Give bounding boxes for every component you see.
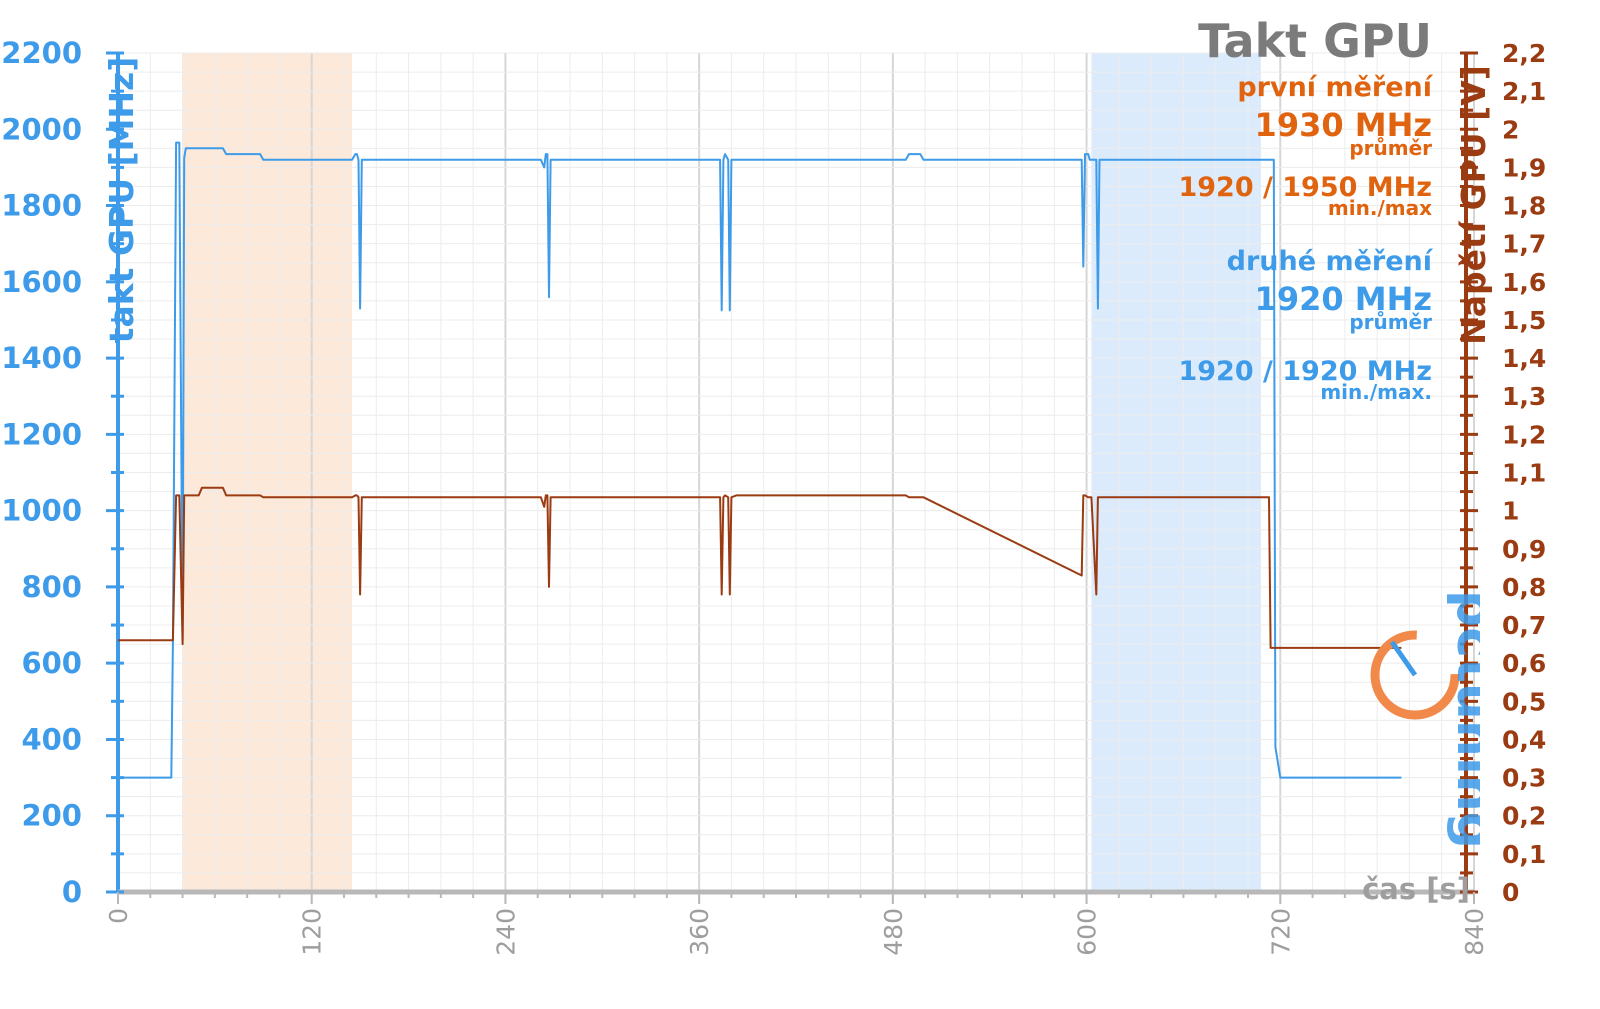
- y-left-tick-label: 200: [21, 799, 82, 833]
- legend: Takt GPU první měření 1930 MHz průměr 19…: [1178, 18, 1432, 402]
- legend-run2-minmax: 1920 / 1920 MHz: [1178, 356, 1432, 387]
- series-line-gpu-voltage: [118, 486, 1402, 649]
- y-right-tick-label: 1: [1502, 497, 1519, 526]
- y-right-tick-label: 2,2: [1502, 39, 1546, 68]
- y-right-tick-label: 0,1: [1502, 840, 1546, 869]
- y-left-tick-label: 0: [62, 875, 82, 909]
- y-left-tick-label: 1600: [1, 265, 82, 299]
- y-right-tick-label: 1,5: [1502, 306, 1546, 335]
- y-left-tick-label: 1200: [1, 417, 82, 451]
- y-left-tick-label: 1400: [1, 341, 82, 375]
- y-right-tick-label: 1,6: [1502, 268, 1546, 297]
- x-tick-label: 240: [491, 908, 520, 956]
- legend-run1-minmax: 1920 / 1950 MHz: [1178, 172, 1432, 203]
- legend-run1-avg-label: průměr: [1349, 136, 1432, 160]
- y-left-tick-label: 2200: [1, 36, 82, 70]
- y-right-tick-label: 1,7: [1502, 230, 1546, 259]
- gauge-needle-icon: [1389, 640, 1418, 677]
- x-tick-label: 0: [104, 908, 133, 924]
- y-right-tick-label: 0,7: [1502, 611, 1546, 640]
- y-left-tick-label: 2000: [1, 112, 82, 146]
- y-axis-right-title: Napětí GPU [V]: [1454, 65, 1493, 345]
- series-lines: [118, 141, 1402, 779]
- x-axis-title: čas [s]: [1362, 872, 1470, 906]
- y-right-tick-label: 1,9: [1502, 153, 1546, 182]
- legend-run2-minmax-label: min./max.: [1320, 380, 1432, 404]
- x-tick-label: 120: [298, 908, 327, 956]
- y-right-tick-label: 1,4: [1502, 344, 1546, 373]
- y-right-tick-label: 2,1: [1502, 77, 1546, 106]
- y-left-tick-label: 1000: [1, 494, 82, 528]
- grid: [117, 52, 1475, 893]
- y-axis-left-title: takt GPU [MHz]: [102, 57, 141, 344]
- y-right-tick-label: 0,3: [1502, 764, 1546, 793]
- y-right-tick-label: 1,3: [1502, 382, 1546, 411]
- y-right-tick-label: 0: [1502, 878, 1519, 907]
- chart-title: Takt GPU: [1198, 14, 1432, 68]
- series-line-gpu-clock: [118, 141, 1402, 779]
- logo-text: pctuning: [1445, 590, 1480, 849]
- y-right-tick-label: 0,9: [1502, 535, 1546, 564]
- y-right-tick-label: 0,5: [1502, 687, 1546, 716]
- pctuning-logo: pctuning: [1370, 590, 1480, 849]
- x-tick-label: 360: [685, 908, 714, 956]
- x-tick-label: 480: [879, 908, 908, 956]
- y-right-tick-label: 1,1: [1502, 459, 1546, 488]
- axes: [106, 51, 1478, 904]
- y-right-tick-label: 2: [1502, 115, 1519, 144]
- y-right-tick-label: 0,8: [1502, 573, 1546, 602]
- legend-run2-avg-label: průměr: [1349, 310, 1432, 334]
- y-right-tick-label: 0,2: [1502, 802, 1546, 831]
- x-tick-label: 720: [1266, 908, 1295, 956]
- y-left-tick-label: 800: [21, 570, 82, 604]
- legend-run2-avg: 1920 MHz: [1254, 280, 1432, 318]
- y-right-tick-label: 1,8: [1502, 192, 1546, 221]
- y-left-tick-label: 1800: [1, 189, 82, 223]
- legend-run1-label: první měření: [1237, 72, 1432, 103]
- tick-labels: 0200400600800100012001400160018002000220…: [1, 36, 1546, 956]
- gauge-icon: [1370, 630, 1460, 720]
- legend-run1-avg: 1930 MHz: [1254, 106, 1432, 144]
- y-right-tick-label: 1,2: [1502, 420, 1546, 449]
- x-tick-label: 840: [1460, 908, 1489, 956]
- y-right-tick-label: 0,4: [1502, 725, 1546, 754]
- legend-run1-minmax-label: min./max: [1327, 196, 1432, 220]
- y-left-tick-label: 400: [21, 722, 82, 756]
- y-right-tick-label: 0,6: [1502, 649, 1546, 678]
- x-tick-label: 600: [1073, 908, 1102, 956]
- y-left-tick-label: 600: [21, 646, 82, 680]
- legend-run2-label: druhé měření: [1226, 246, 1432, 277]
